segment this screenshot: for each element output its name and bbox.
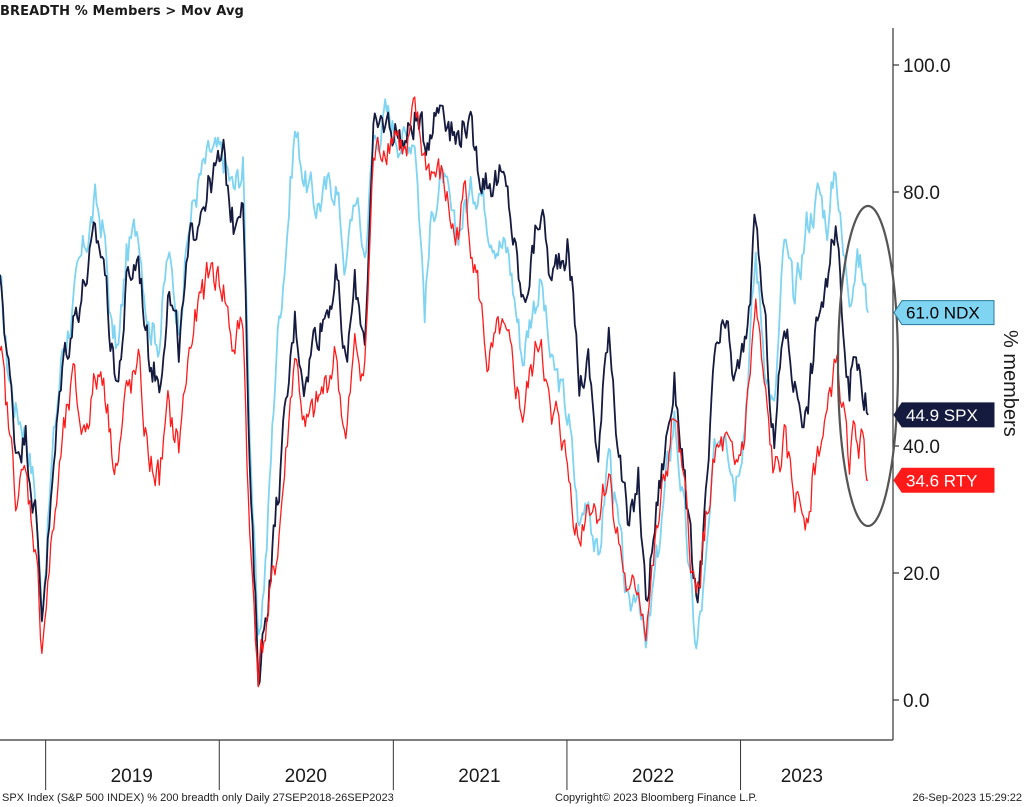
series-group xyxy=(0,96,869,688)
last-value-tag-rty: 34.6 RTY xyxy=(893,467,995,493)
tag-label: 44.9 SPX xyxy=(906,406,978,425)
footer-source: SPX Index (S&P 500 INDEX) % 200 breadth … xyxy=(2,792,394,804)
footer-copyright: Copyright© 2023 Bloomberg Finance L.P. xyxy=(555,792,758,804)
tag-label: 34.6 RTY xyxy=(906,471,978,490)
chart-title: BREADTH % Members > Mov Avg xyxy=(0,4,244,19)
series-line-rty xyxy=(0,96,869,688)
x-tick-label: 2020 xyxy=(285,766,327,787)
annotation-group xyxy=(836,204,900,528)
x-tick-label: 2023 xyxy=(781,766,823,787)
series-line-ndx xyxy=(0,98,869,650)
x-tick-label: 2021 xyxy=(458,766,500,787)
y-tick-label: 100.0 xyxy=(903,56,951,77)
annotation-ellipse xyxy=(836,204,900,528)
series-line-spx xyxy=(0,104,869,687)
tag-box xyxy=(893,467,995,493)
last-value-tag-spx: 44.9 SPX xyxy=(893,402,995,428)
x-tick-label: 2022 xyxy=(632,766,674,787)
y-tick-label: 80.0 xyxy=(903,183,940,204)
y-tick-label: 0.0 xyxy=(903,691,929,712)
tag-box xyxy=(893,402,995,428)
x-tick-label: 2019 xyxy=(111,766,153,787)
tag-box xyxy=(893,300,995,326)
last-value-tags: 61.0 NDX 44.9 SPX 34.6 RTY xyxy=(893,300,995,493)
axes-group: 0.0 20.0 40.0 80.0 100.0 % members 2019 2020 202… xyxy=(0,28,1021,790)
y-tick-label: 20.0 xyxy=(903,564,940,585)
footer-timestamp: 26-Sep-2023 15:29:22 xyxy=(912,792,1022,804)
y-axis-label: % members xyxy=(999,330,1021,437)
tag-label: 61.0 NDX xyxy=(906,304,980,323)
last-value-tag-ndx: 61.0 NDX xyxy=(893,300,995,326)
y-tick-label: 40.0 xyxy=(903,437,940,458)
